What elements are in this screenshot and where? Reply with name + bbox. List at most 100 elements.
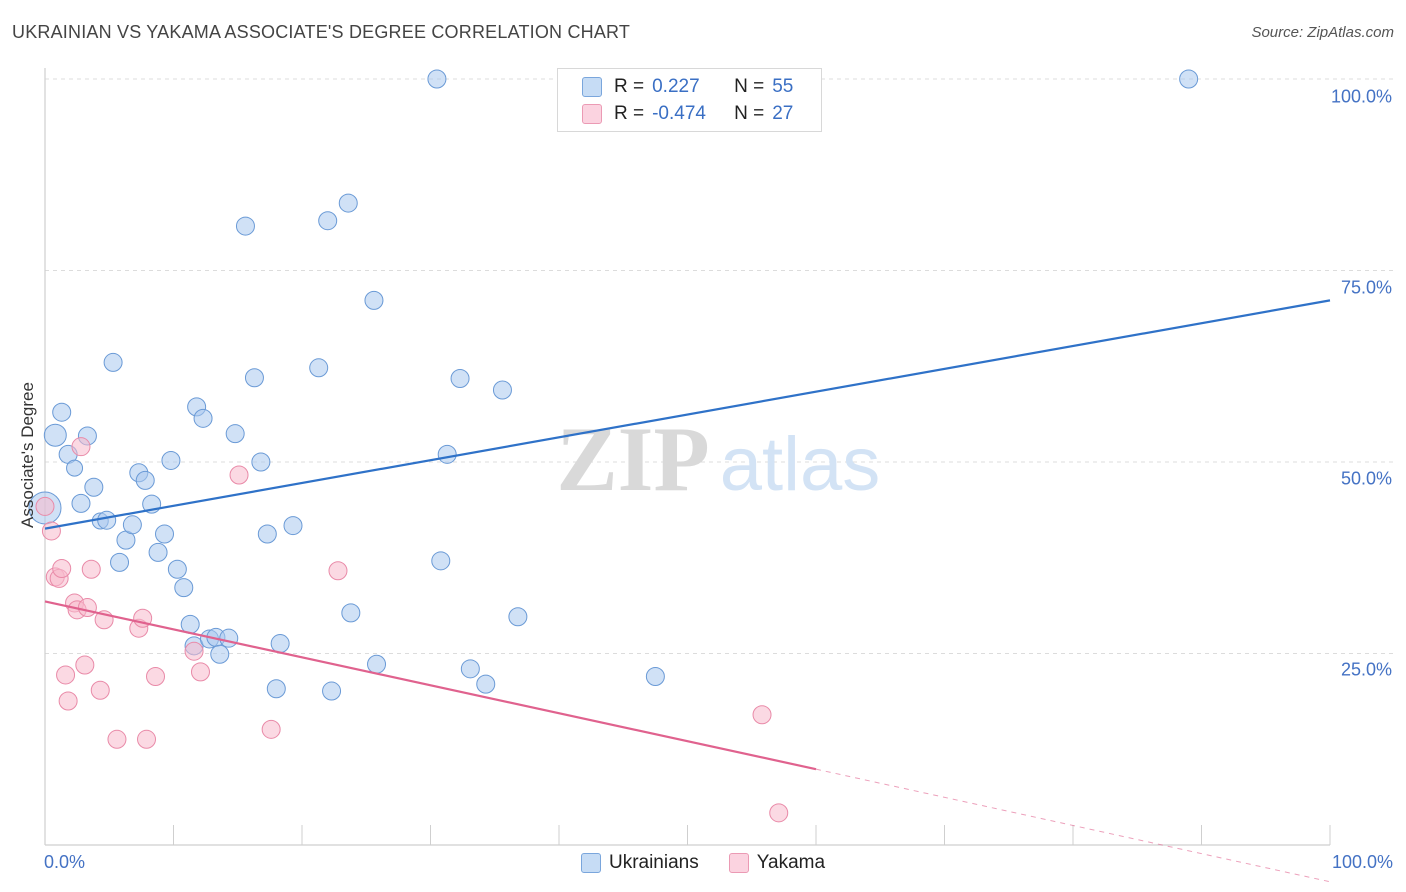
point-ukrainians — [167, 559, 187, 579]
point-ukrainians — [283, 516, 303, 536]
point-yakama — [90, 680, 110, 700]
point-ukrainians — [52, 402, 72, 422]
point-ukrainians — [309, 358, 329, 378]
legend-label-ukrainians: Ukrainians — [608, 852, 699, 873]
point-ukrainians — [431, 551, 451, 571]
y-tick-75: 75.0% — [1340, 277, 1392, 298]
legend-swatch-ukrainians — [580, 853, 601, 873]
point-yakama — [328, 561, 348, 581]
point-ukrainians — [135, 470, 155, 490]
trend-line-yakama — [44, 600, 817, 771]
y-axis-label: Associate's Degree — [18, 382, 37, 528]
point-ukrainians — [71, 493, 91, 513]
point-ukrainians — [341, 603, 361, 623]
point-yakama — [56, 665, 76, 685]
point-yakama — [52, 558, 72, 578]
legend-item-yakama[interactable]: Yakama — [728, 852, 826, 874]
point-ukrainians — [148, 542, 168, 562]
n-label: N = — [734, 103, 765, 124]
n-value: 27 — [772, 103, 794, 124]
r-value: 0.227 — [652, 76, 700, 97]
n-label: N = — [734, 76, 765, 97]
r-label: R = — [614, 103, 645, 124]
point-ukrainians — [84, 477, 104, 497]
point-ukrainians — [97, 510, 117, 530]
point-ukrainians — [251, 452, 271, 472]
point-yakama — [261, 719, 281, 739]
point-ukrainians — [508, 607, 528, 627]
point-yakama — [35, 496, 55, 516]
point-ukrainians — [66, 459, 84, 477]
point-yakama — [41, 521, 61, 541]
legend-swatch-ukrainians — [582, 77, 602, 97]
point-ukrainians — [174, 578, 194, 598]
x-tick-0: 0.0% — [44, 852, 86, 872]
point-ukrainians — [1179, 69, 1199, 89]
point-ukrainians — [338, 193, 358, 213]
point-yakama — [184, 641, 204, 661]
trend-lines — [44, 299, 1331, 883]
point-ukrainians — [437, 444, 457, 464]
legend-swatch-yakama — [582, 104, 602, 124]
stats-legend: R = 0.227 N = 55 R = -0.474 N = 27 — [557, 68, 822, 132]
point-ukrainians — [235, 216, 255, 236]
point-ukrainians — [244, 368, 264, 388]
point-ukrainians — [492, 380, 512, 400]
y-tick-50: 50.0% — [1340, 468, 1392, 489]
point-yakama — [77, 598, 97, 618]
point-ukrainians — [103, 352, 123, 372]
legend-row-yakama: R = -0.474 N = 27 — [582, 102, 793, 126]
point-ukrainians — [225, 424, 245, 444]
point-ukrainians — [161, 450, 181, 470]
x-tick-100: 100.0% — [1331, 852, 1393, 872]
point-yakama — [146, 666, 166, 686]
series-legend: Ukrainians Yakama — [0, 852, 1406, 874]
trend-extension-yakama — [815, 768, 1331, 883]
point-ukrainians — [270, 634, 290, 654]
point-ukrainians — [122, 515, 142, 535]
point-ukrainians — [322, 681, 342, 701]
point-yakama — [229, 465, 249, 485]
legend-label-yakama: Yakama — [756, 852, 826, 873]
y-tick-25: 25.0% — [1340, 659, 1392, 680]
point-ukrainians — [219, 628, 239, 648]
axes — [44, 68, 1331, 846]
watermark: ZIP atlas — [556, 408, 880, 510]
legend-item-ukrainians[interactable]: Ukrainians — [580, 852, 699, 874]
r-value: -0.474 — [652, 103, 706, 124]
source-label: Source: ZipAtlas.com — [1251, 24, 1394, 41]
point-yakama — [107, 729, 127, 749]
point-ukrainians — [43, 423, 67, 447]
legend-swatch-yakama — [728, 853, 749, 873]
point-yakama — [75, 655, 95, 675]
chart-title: UKRAINIAN VS YAKAMA ASSOCIATE'S DEGREE C… — [12, 22, 631, 42]
point-yakama — [752, 705, 772, 725]
point-ukrainians — [257, 524, 277, 544]
trend-line-ukrainians — [44, 299, 1331, 530]
point-ukrainians — [110, 552, 130, 572]
point-ukrainians — [318, 211, 338, 231]
data-points — [28, 69, 1199, 823]
point-ukrainians — [645, 666, 665, 686]
point-ukrainians — [155, 524, 175, 544]
y-tick-100: 100.0% — [1330, 86, 1392, 107]
point-ukrainians — [193, 408, 213, 428]
point-yakama — [58, 691, 78, 711]
point-ukrainians — [266, 679, 286, 699]
legend-row-ukrainians: R = 0.227 N = 55 — [582, 75, 793, 99]
point-ukrainians — [210, 644, 230, 664]
point-yakama — [769, 803, 789, 823]
point-ukrainians — [460, 659, 480, 679]
point-yakama — [81, 559, 101, 579]
point-ukrainians — [450, 369, 470, 389]
n-value: 55 — [772, 76, 794, 97]
point-yakama — [137, 729, 157, 749]
gridlines — [45, 78, 1395, 654]
point-ukrainians — [364, 290, 384, 310]
r-label: R = — [614, 76, 645, 97]
point-ukrainians — [367, 654, 387, 674]
point-ukrainians — [427, 69, 447, 89]
point-ukrainians — [476, 674, 496, 694]
point-yakama — [71, 437, 91, 457]
